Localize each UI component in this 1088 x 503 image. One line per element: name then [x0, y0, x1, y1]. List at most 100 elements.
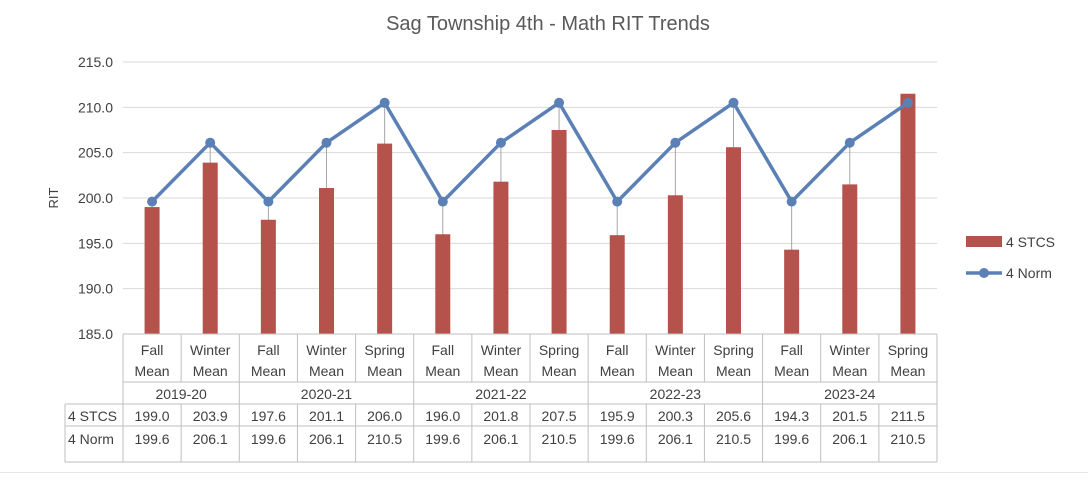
norm-point	[902, 97, 913, 108]
category-label: Mean	[600, 363, 635, 379]
category-label: Spring	[364, 342, 404, 358]
legend: 4 STCS 4 Norm	[966, 234, 1055, 281]
line-4-norm	[147, 97, 913, 207]
norm-point	[205, 137, 216, 148]
category-label: Mean	[367, 363, 402, 379]
bar-4-stcs	[202, 162, 218, 334]
bar-4-stcs	[377, 143, 393, 334]
category-label: Winter	[655, 342, 696, 358]
category-label: Fall	[780, 342, 803, 358]
table-series-label: 4 Norm	[68, 431, 114, 447]
norm-point	[554, 97, 565, 108]
y-tick-label: 190.0	[78, 281, 113, 297]
table-series-label: 4 STCS	[68, 408, 117, 424]
data-label: 201.5	[832, 408, 867, 424]
data-label: 210.5	[890, 431, 925, 447]
legend-label: 4 Norm	[1006, 265, 1052, 281]
data-label: 206.1	[832, 431, 867, 447]
category-label: Mean	[251, 363, 286, 379]
norm-point	[321, 137, 332, 148]
data-label: 201.1	[309, 408, 344, 424]
y-tick-label: 195.0	[78, 235, 113, 251]
bars-4-stcs	[144, 93, 916, 334]
bar-4-stcs	[900, 93, 916, 334]
category-label: Mean	[658, 363, 693, 379]
norm-point	[728, 97, 739, 108]
norm-point	[670, 137, 681, 148]
bar-4-stcs	[260, 219, 276, 334]
bar-4-stcs	[726, 147, 741, 334]
y-tick-label: 210.0	[78, 99, 113, 115]
bottom-divider	[0, 472, 1088, 473]
data-label: 199.6	[135, 431, 170, 447]
chart-title: Sag Township 4th - Math RIT Trends	[386, 13, 710, 35]
group-label: 2021-22	[475, 386, 527, 402]
y-tick-label: 185.0	[78, 326, 113, 342]
data-label: 200.3	[658, 408, 693, 424]
norm-point	[147, 196, 158, 207]
category-label: Spring	[713, 342, 753, 358]
gridlines	[123, 61, 937, 335]
group-label: 2022-23	[650, 386, 702, 402]
category-label: Fall	[141, 342, 164, 358]
legend-swatch-bar	[966, 236, 1002, 247]
category-label: Mean	[774, 363, 809, 379]
data-label: 199.6	[600, 431, 635, 447]
category-label: Mean	[309, 363, 344, 379]
category-label: Winter	[481, 342, 522, 358]
norm-point	[612, 196, 623, 207]
category-label: Spring	[888, 342, 928, 358]
bar-4-stcs	[667, 195, 683, 334]
category-label: Winter	[190, 342, 231, 358]
category-label: Mean	[193, 363, 228, 379]
norm-point	[844, 137, 855, 148]
category-label: Mean	[483, 363, 518, 379]
data-label: 194.3	[774, 408, 809, 424]
bar-4-stcs	[784, 249, 800, 334]
data-label: 203.9	[193, 408, 228, 424]
data-label: 197.6	[251, 408, 286, 424]
data-label: 210.5	[716, 431, 751, 447]
data-label: 206.1	[193, 431, 228, 447]
y-axis-label: RIT	[46, 187, 61, 208]
category-label: Winter	[306, 342, 347, 358]
data-label: 206.1	[309, 431, 344, 447]
data-label: 206.1	[483, 431, 518, 447]
data-label: 196.0	[425, 408, 460, 424]
data-label: 199.6	[425, 431, 460, 447]
category-label: Mean	[425, 363, 460, 379]
data-label: 210.5	[367, 431, 402, 447]
group-label: 2019-20	[155, 386, 207, 402]
bar-4-stcs	[435, 234, 451, 334]
y-tick-label: 200.0	[78, 190, 113, 206]
category-label: Mean	[716, 363, 751, 379]
category-label: Spring	[539, 342, 579, 358]
data-label: 206.1	[658, 431, 693, 447]
category-label: Fall	[432, 342, 455, 358]
data-label: 206.0	[367, 408, 402, 424]
data-label: 207.5	[542, 408, 577, 424]
data-label: 210.5	[542, 431, 577, 447]
group-label: 2020-21	[301, 386, 353, 402]
norm-point	[437, 196, 448, 207]
category-label: Mean	[135, 363, 170, 379]
category-label: Mean	[542, 363, 577, 379]
bar-4-stcs	[551, 130, 567, 334]
bar-4-stcs	[319, 188, 334, 334]
category-label: Mean	[832, 363, 867, 379]
data-label: 199.6	[774, 431, 809, 447]
legend-swatch-marker	[979, 268, 989, 278]
data-label: 201.8	[483, 408, 518, 424]
data-label: 205.6	[716, 408, 751, 424]
category-label: Fall	[257, 342, 280, 358]
norm-point	[379, 97, 390, 108]
data-table: Fall Mean Winter Mean Fall Mean Winter Mean Spri…	[64, 333, 938, 463]
norm-line-path	[150, 101, 909, 204]
data-label: 195.9	[600, 408, 635, 424]
category-label: Mean	[890, 363, 925, 379]
norm-point	[786, 196, 797, 207]
norm-point	[263, 196, 274, 207]
group-label: 2023-24	[824, 386, 876, 402]
